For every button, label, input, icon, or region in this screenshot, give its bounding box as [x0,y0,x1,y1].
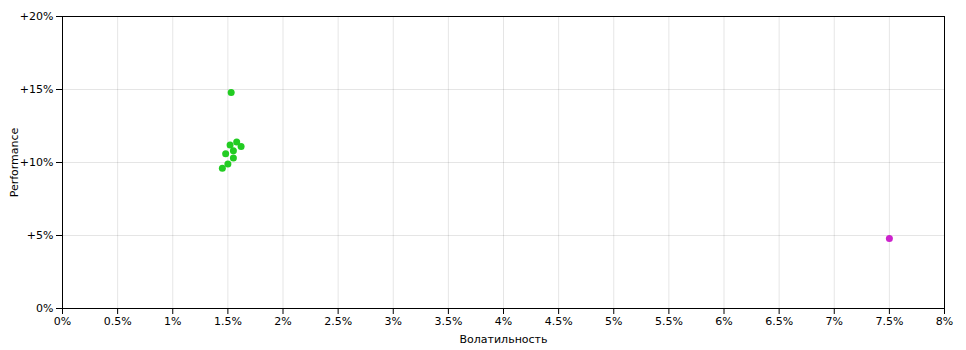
svg-text:5.5%: 5.5% [655,315,683,328]
svg-text:7.5%: 7.5% [875,315,903,328]
svg-text:2%: 2% [274,315,291,328]
svg-text:4%: 4% [495,315,512,328]
svg-text:2.5%: 2.5% [324,315,352,328]
svg-text:5%: 5% [605,315,622,328]
svg-text:7%: 7% [826,315,843,328]
svg-text:6.5%: 6.5% [765,315,793,328]
svg-text:+5%: +5% [27,229,54,242]
svg-text:6%: 6% [715,315,732,328]
svg-text:+20%: +20% [20,10,54,23]
svg-text:Performance: Performance [8,127,21,197]
svg-text:8%: 8% [936,315,953,328]
svg-text:3%: 3% [385,315,402,328]
svg-text:1.5%: 1.5% [214,315,242,328]
svg-text:0%: 0% [36,302,53,315]
svg-text:3.5%: 3.5% [434,315,462,328]
svg-text:+10%: +10% [20,156,54,169]
svg-text:0.5%: 0.5% [104,315,132,328]
svg-text:0%: 0% [54,315,71,328]
svg-text:1%: 1% [164,315,181,328]
svg-text:Волатильность: Волатильность [460,333,548,346]
svg-text:+15%: +15% [20,83,54,96]
svg-text:4.5%: 4.5% [545,315,573,328]
